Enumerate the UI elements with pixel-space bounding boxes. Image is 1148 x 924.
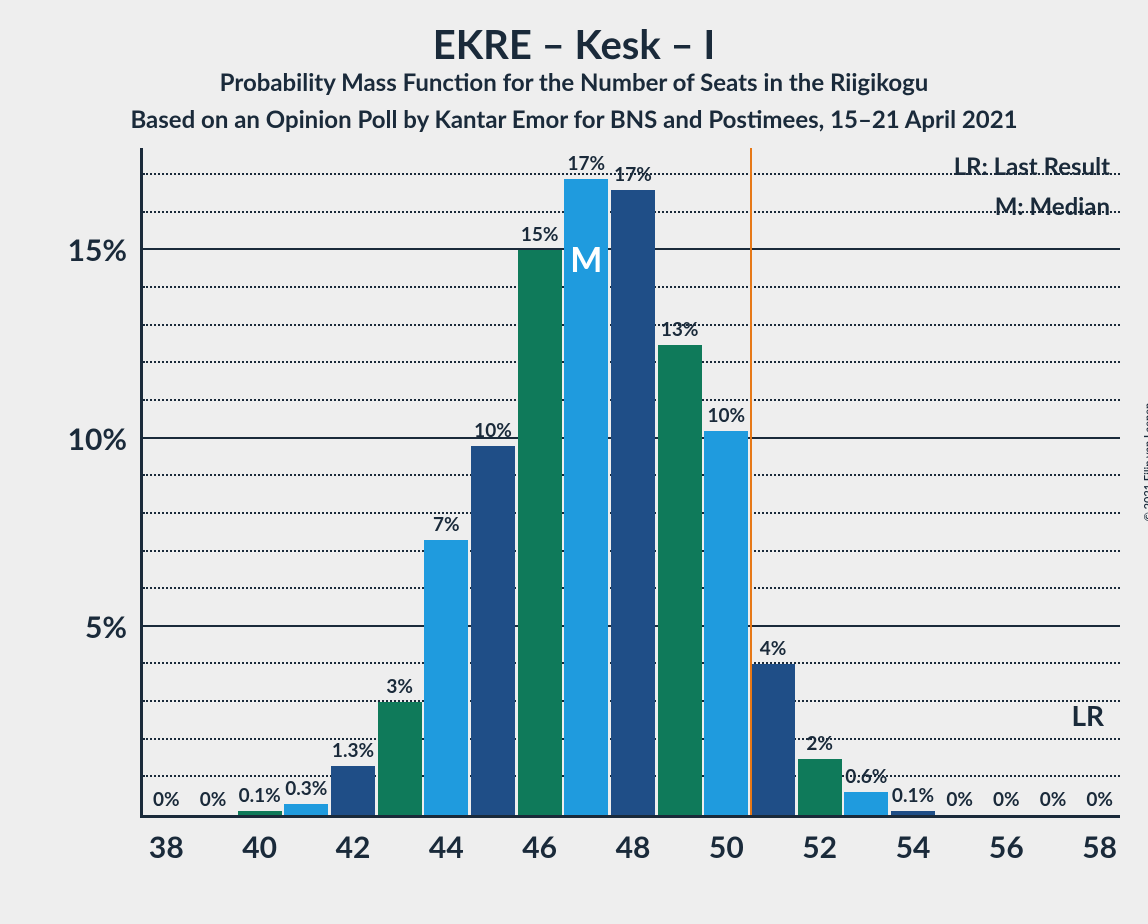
bar-value-label: 10% <box>708 404 746 427</box>
bar: 17% <box>611 190 655 815</box>
bar: 0.1% <box>238 811 282 815</box>
bar-value-label: 0.6% <box>845 765 887 788</box>
bar: 3% <box>378 702 422 815</box>
x-axis-tick-label: 58 <box>1082 829 1117 865</box>
bar-value-label: 1.3% <box>332 739 374 762</box>
bar-value-label: 0.1% <box>892 784 934 807</box>
bar: 0.1% <box>891 811 935 815</box>
y-axis-tick-label: 5% <box>85 609 143 645</box>
bar: 2% <box>798 759 842 815</box>
x-axis-tick-label: 38 <box>149 829 184 865</box>
median-marker: M <box>570 239 602 280</box>
bar-value-label: 10% <box>474 419 512 442</box>
x-axis-tick-label: 46 <box>522 829 557 865</box>
bar-value-label: 17% <box>568 152 606 175</box>
bar-value-label: 4% <box>760 637 787 660</box>
bar-value-label: 0.1% <box>239 784 281 807</box>
bar-value-label: 17% <box>614 163 652 186</box>
bar: 7% <box>424 540 468 815</box>
bar: 10% <box>471 446 515 815</box>
bar-value-label: 0.3% <box>285 777 327 800</box>
x-axis-tick-label: 52 <box>802 829 837 865</box>
bar-value-label: 15% <box>521 223 559 246</box>
legend-last-result: LR: Last Result <box>954 152 1110 181</box>
x-axis-tick-label: 54 <box>896 829 931 865</box>
chart-subtitle-2: Based on an Opinion Poll by Kantar Emor … <box>40 105 1108 134</box>
bar-value-label: 13% <box>661 318 699 341</box>
x-axis-tick-label: 48 <box>616 829 651 865</box>
bar-value-label: 0% <box>1040 788 1067 811</box>
y-axis-tick-label: 10% <box>68 421 143 457</box>
bar-value-label: 0% <box>946 788 973 811</box>
chart-subtitle-1: Probability Mass Function for the Number… <box>40 68 1108 97</box>
x-axis-tick-label: 50 <box>709 829 744 865</box>
bar: 0.6% <box>844 792 888 815</box>
plot-area: 0%0%0.1%0.3%1.3%3%7%10%15%17%M17%13%10%4… <box>140 148 1120 818</box>
bar: 1.3% <box>331 766 375 815</box>
bar: 15% <box>518 250 562 815</box>
bar-value-label: 0% <box>993 788 1020 811</box>
chart-title: EKRE – Kesk – I <box>40 20 1108 68</box>
chart-container: EKRE – Kesk – I Probability Mass Functio… <box>0 0 1148 924</box>
x-axis-tick-label: 42 <box>336 829 371 865</box>
y-axis-tick-label: 15% <box>68 232 143 268</box>
bar: 4% <box>751 664 795 815</box>
bar-value-label: 0% <box>200 788 227 811</box>
last-result-line <box>750 148 752 815</box>
bar-value-label: 2% <box>806 732 833 755</box>
bar-value-label: 7% <box>433 513 460 536</box>
x-axis-tick-label: 44 <box>429 829 464 865</box>
x-axis-tick-label: 40 <box>242 829 277 865</box>
bar: 0.3% <box>284 804 328 815</box>
x-axis-tick-label: 56 <box>989 829 1024 865</box>
bar-value-label: 0% <box>1086 788 1113 811</box>
bar: 13% <box>658 345 702 816</box>
bar-value-label: 0% <box>153 788 180 811</box>
legend-median: M: Median <box>995 192 1110 221</box>
bar: 17%M <box>564 179 608 815</box>
last-result-short-label: LR <box>1071 698 1104 732</box>
bar: 10% <box>704 431 748 815</box>
copyright-text: © 2021 Filip van Laenen <box>1142 403 1148 521</box>
bar-value-label: 3% <box>386 675 413 698</box>
